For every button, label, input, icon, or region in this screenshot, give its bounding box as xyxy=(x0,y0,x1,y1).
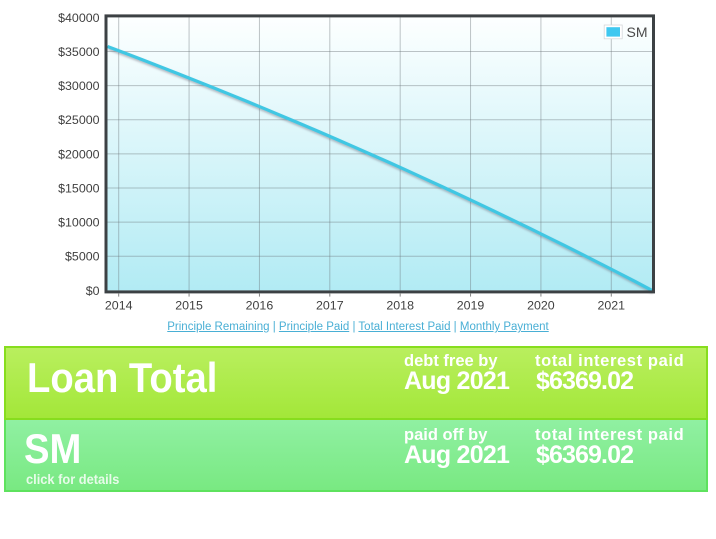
svg-text:$40000: $40000 xyxy=(58,11,99,25)
svg-text:2015: 2015 xyxy=(175,299,203,313)
svg-text:$5000: $5000 xyxy=(65,250,100,264)
svg-text:2017: 2017 xyxy=(316,299,344,313)
svg-text:$20000: $20000 xyxy=(58,147,99,161)
svg-text:2016: 2016 xyxy=(246,299,274,313)
svg-text:$25000: $25000 xyxy=(58,113,99,127)
svg-text:$35000: $35000 xyxy=(58,45,99,59)
svg-text:SM: SM xyxy=(627,24,648,40)
svg-text:2019: 2019 xyxy=(457,299,485,313)
svg-text:2021: 2021 xyxy=(598,299,626,313)
svg-text:2018: 2018 xyxy=(386,299,414,313)
svg-text:2014: 2014 xyxy=(105,299,133,313)
svg-text:$10000: $10000 xyxy=(58,216,99,230)
svg-text:$30000: $30000 xyxy=(58,79,99,93)
svg-text:$0: $0 xyxy=(86,284,100,298)
svg-text:$15000: $15000 xyxy=(58,181,99,195)
svg-text:2020: 2020 xyxy=(527,299,555,313)
